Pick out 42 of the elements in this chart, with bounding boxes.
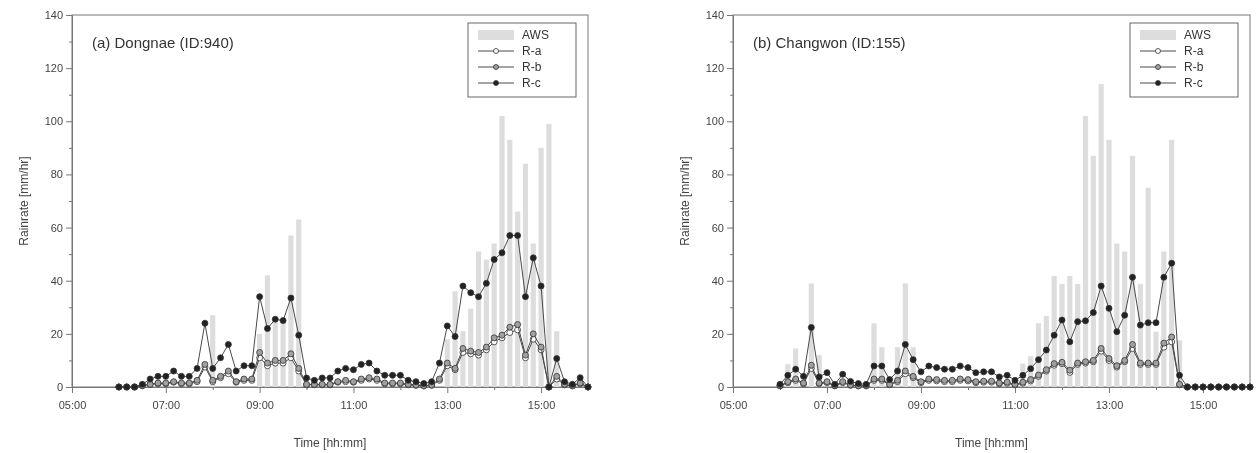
x-tick-label: 15:00 [527,399,556,412]
x-tick-label: 05:00 [58,399,87,412]
y-axis-title: Rainrate [mm/hr] [678,156,692,246]
y-tick-label: 100 [705,115,724,128]
y-tick-label: 140 [44,9,63,22]
legend-label: AWS [522,28,549,42]
x-tick-label: 15:00 [1189,399,1218,412]
text: (a) Dongnae (ID:940) [92,34,234,51]
y-tick-label: 60 [711,221,724,234]
y-tick-label: 0 [56,381,63,394]
x-axis-title: Time [hh:mm] [293,436,367,450]
legend-label: R-a [1184,44,1204,58]
x-axis-title: Time [hh:mm] [955,436,1028,450]
legend-label: R-c [522,76,541,90]
x-tick-label: 07:00 [152,399,181,412]
y-tick-label: 120 [44,62,63,75]
y-tick-label: 20 [711,327,724,340]
legend-label: R-b [1184,60,1204,74]
y-tick-label: 80 [711,168,724,181]
legend-label: R-c [1184,76,1203,90]
x-tick-label: 13:00 [1095,399,1124,412]
legend-label: R-a [522,44,542,58]
x-tick-label: 11:00 [1002,399,1029,412]
legend-label: R-b [522,60,542,74]
x-tick-label: 05:00 [719,399,748,412]
x-tick-label: 13:00 [434,399,462,412]
y-axis-title: Rainrate [mm/hr] [17,156,31,246]
x-tick-label: 09:00 [907,399,936,412]
y-tick-label: 80 [50,168,63,181]
x-tick-label: 07:00 [813,399,842,412]
y-tick-label: 60 [50,221,63,234]
x-tick-label: 09:00 [246,399,274,412]
y-tick-label: 40 [711,274,724,287]
y-tick-label: 120 [705,62,724,75]
y-tick-label: 0 [717,381,724,394]
y-tick-label: 100 [44,115,63,128]
y-tick-label: 20 [50,327,63,340]
x-tick-label: 11:00 [340,399,368,412]
text: (b) Changwon (ID:155) [753,34,906,51]
legend-label: AWS [1184,28,1211,42]
y-tick-label: 140 [705,9,724,22]
y-tick-label: 40 [50,274,63,287]
